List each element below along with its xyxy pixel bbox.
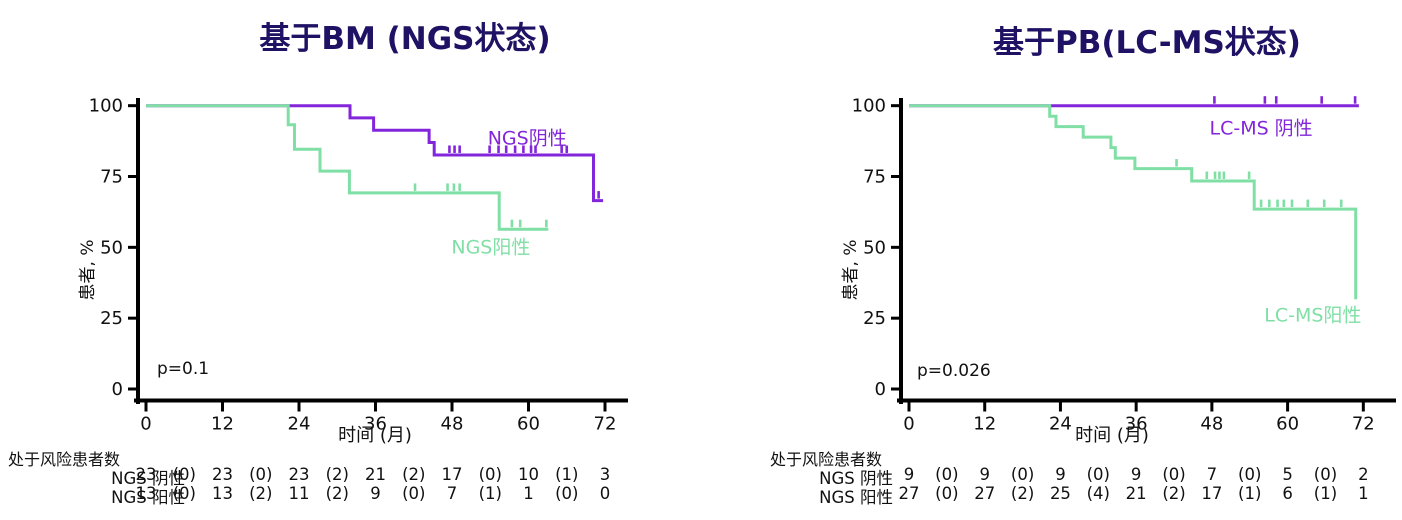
risk-value: (2) [1162, 484, 1186, 503]
series-label-ngs-positive: NGS阳性 [451, 236, 530, 258]
risk-value: (2) [325, 484, 349, 503]
risk-value: (0) [935, 465, 959, 484]
risk-value: (1) [1313, 484, 1338, 503]
series-label-lcms-negative: LC-MS 阴性 [1209, 117, 1312, 139]
risk-value: (0) [1086, 465, 1110, 484]
y-tick-label-right: 75 [863, 167, 886, 188]
y-tick-label-left: 100 [89, 96, 123, 117]
risk-table-header-right: 处于风险患者数 [770, 450, 883, 469]
risk-value: 23 [212, 465, 233, 484]
risk-value: 27 [974, 484, 996, 503]
x-axis-label-right: 时间 (月) [1075, 425, 1149, 446]
risk-row-label: NGS 阴性 [111, 469, 185, 488]
risk-value: (2) [402, 465, 426, 484]
risk-value: 17 [1201, 484, 1223, 503]
km-curve-lcms-positive [909, 104, 1358, 300]
x-tick-label-right: 0 [903, 414, 914, 435]
risk-value: 7 [446, 484, 458, 503]
risk-value: 13 [212, 484, 233, 503]
x-tick-label-left: 24 [288, 414, 311, 435]
km-curve-ngs-positive [146, 104, 549, 231]
risk-value: (2) [325, 465, 349, 484]
x-tick-label-left: 0 [140, 414, 151, 435]
risk-value: 21 [365, 465, 386, 484]
y-tick-label-right: 25 [863, 308, 886, 329]
x-tick-label-left: 12 [211, 414, 234, 435]
risk-value: (0) [555, 484, 579, 503]
risk-table-header-left: 处于风险患者数 [8, 450, 121, 469]
risk-value: (0) [1313, 465, 1338, 484]
risk-value: 9 [979, 465, 990, 484]
risk-value: (0) [172, 484, 196, 503]
x-tick-label-left: 72 [594, 414, 617, 435]
y-tick-label-right: 100 [852, 96, 886, 117]
x-tick-label-left: 60 [517, 414, 540, 435]
y-axis-label-left: 患者, % [78, 239, 98, 301]
x-tick-label-right: 60 [1276, 414, 1299, 435]
risk-value: (0) [172, 465, 196, 484]
risk-value: 6 [1282, 484, 1293, 503]
y-axis-label-right: 患者, % [841, 239, 861, 301]
risk-value: (2) [249, 484, 273, 503]
x-tick-label-right: 48 [1200, 414, 1223, 435]
series-label-lcms-positive: LC-MS阳性 [1264, 304, 1361, 326]
risk-value: 9 [370, 484, 381, 503]
risk-value: 3 [599, 465, 611, 484]
risk-value: (1) [1238, 484, 1262, 503]
y-tick-label-left: 50 [100, 237, 123, 258]
risk-row-label: NGS 阳性 [819, 488, 893, 507]
chart-title-right: 基于PB(LC-MS状态) [993, 25, 1301, 61]
risk-value: 2 [1358, 465, 1369, 484]
y-tick-label-left: 0 [112, 379, 123, 400]
risk-value: 23 [288, 465, 310, 484]
p-value-right: p=0.026 [917, 361, 991, 381]
x-tick-label-right: 24 [1049, 414, 1072, 435]
risk-value: 1 [1358, 484, 1369, 503]
risk-value: 23 [135, 465, 157, 484]
risk-value: 13 [135, 484, 157, 503]
risk-value: (0) [249, 465, 273, 484]
risk-value: (0) [402, 484, 426, 503]
risk-value: (0) [1162, 465, 1186, 484]
risk-value: (0) [478, 465, 502, 484]
risk-value: (4) [1086, 484, 1110, 503]
chart-title-left: 基于BM (NGS状态) [259, 21, 551, 57]
risk-value: 7 [1206, 465, 1218, 484]
p-value-left: p=0.1 [157, 359, 210, 379]
risk-value: 27 [898, 484, 920, 503]
x-tick-label-left: 48 [441, 414, 464, 435]
x-tick-label-right: 36 [1125, 414, 1148, 435]
y-tick-label-left: 75 [100, 167, 123, 188]
risk-row-label: NGS 阳性 [111, 488, 185, 507]
risk-row-label: NGS 阴性 [819, 469, 893, 488]
risk-value: (0) [935, 484, 959, 503]
risk-value: 25 [1049, 484, 1071, 503]
series-label-ngs-negative: NGS阴性 [488, 127, 567, 149]
x-tick-label-right: 12 [973, 414, 996, 435]
risk-value: 1 [523, 484, 534, 503]
risk-value: (2) [1010, 484, 1035, 503]
risk-value: 9 [903, 465, 915, 484]
risk-value: (0) [1010, 465, 1035, 484]
risk-value: 17 [441, 465, 463, 484]
risk-value: 11 [288, 484, 310, 503]
risk-value: (0) [1238, 465, 1262, 484]
risk-value: (1) [478, 484, 502, 503]
x-tick-label-right: 72 [1352, 414, 1375, 435]
y-tick-label-right: 50 [863, 237, 886, 258]
risk-value: 21 [1125, 484, 1147, 503]
risk-value: 9 [1055, 465, 1066, 484]
risk-value: 0 [599, 484, 611, 503]
x-tick-label-left: 36 [364, 414, 387, 435]
risk-value: 5 [1282, 465, 1293, 484]
km-curve-ngs-negative [146, 104, 604, 203]
x-axis-label-left: 时间 (月) [338, 425, 412, 446]
risk-value: 9 [1130, 465, 1142, 484]
risk-value: 10 [518, 465, 539, 484]
risk-value: (1) [555, 465, 579, 484]
y-tick-label-left: 25 [100, 308, 123, 329]
y-tick-label-right: 0 [875, 379, 886, 400]
